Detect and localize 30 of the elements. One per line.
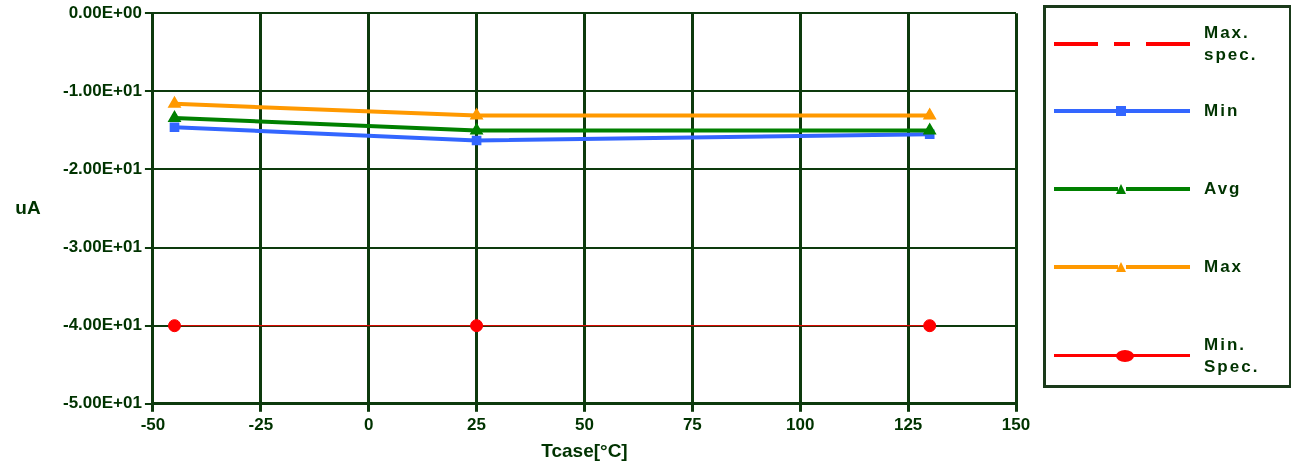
- x-tick-label: -50: [140, 414, 166, 434]
- point: [923, 319, 937, 333]
- x-tick-label: 150: [1001, 414, 1031, 434]
- x-tick-label: 25: [467, 414, 487, 434]
- legend-label: Avg: [1204, 178, 1243, 200]
- point: [469, 107, 484, 120]
- legend-label: Max: [1204, 256, 1245, 278]
- y-tick-label: 0.00E+00: [68, 2, 142, 22]
- point: [167, 95, 182, 108]
- x-tick-label: 125: [893, 414, 923, 434]
- y-tick-label: -3.00E+01: [62, 237, 142, 257]
- y-tick-label: -5.00E+01: [62, 393, 142, 413]
- point: [922, 107, 937, 120]
- point: [471, 135, 482, 146]
- legend-label: Min. Spec.: [1204, 334, 1261, 378]
- x-tick-label: 0: [363, 414, 374, 434]
- y-tick-label: -1.00E+01: [62, 81, 142, 101]
- legend-label: Max. spec.: [1204, 22, 1259, 66]
- x-tick-label: 50: [575, 414, 594, 434]
- point: [470, 319, 484, 333]
- x-tick-label: 100: [786, 414, 815, 434]
- x-tick-label: -25: [248, 414, 274, 434]
- point: [169, 122, 180, 133]
- x-tick-label: 75: [682, 414, 702, 434]
- point: [168, 319, 181, 333]
- x-axis-title: Tcase[°C]: [541, 439, 628, 461]
- legend-label: Min: [1204, 100, 1241, 122]
- y-tick-label: -4.00E+01: [62, 315, 142, 335]
- y-axis-title: uA: [15, 196, 41, 218]
- y-tick-label: -2.00E+01: [62, 159, 142, 179]
